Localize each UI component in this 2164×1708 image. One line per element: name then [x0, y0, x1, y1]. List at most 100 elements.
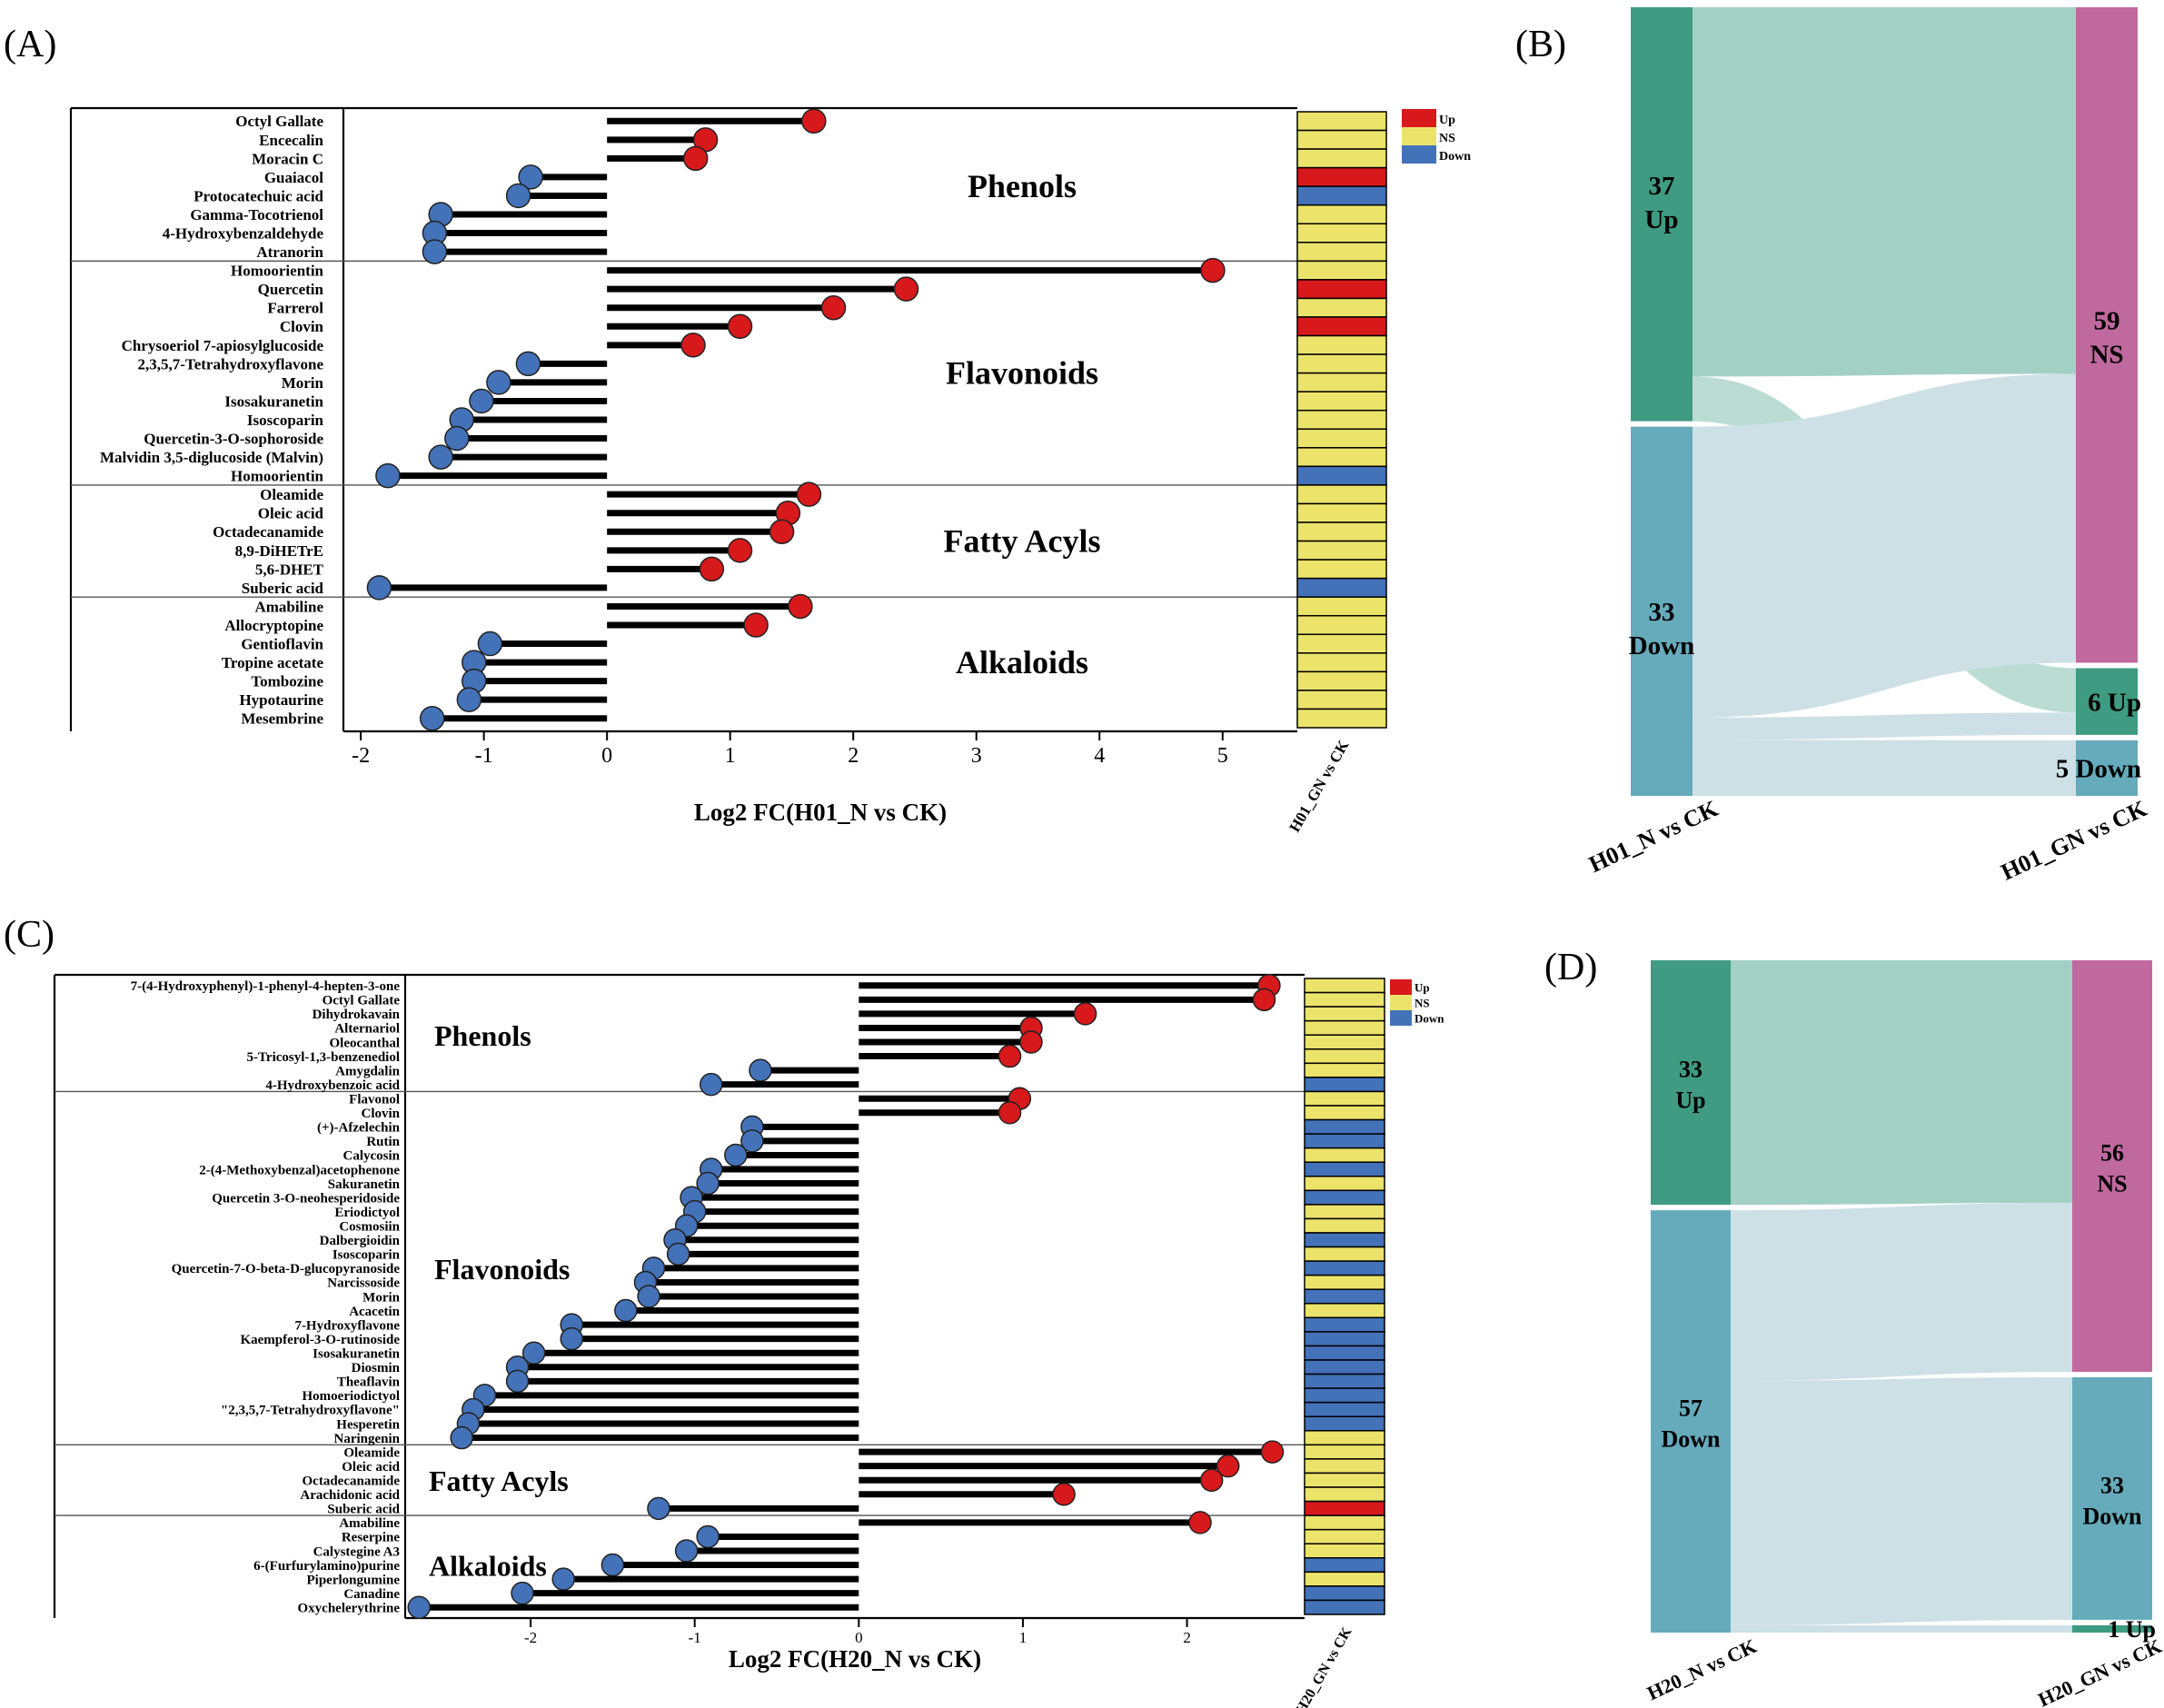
- sankey-node-right: [2072, 960, 2152, 1372]
- lollipop-point: [518, 164, 543, 190]
- legend-label-up: Up: [1439, 114, 1455, 127]
- panel-d-label: (D): [1544, 947, 1597, 988]
- sankey-node-value: 59: [2094, 307, 2120, 336]
- sankey-node-name: NS: [2097, 1170, 2127, 1197]
- lollipop-point: [637, 1285, 660, 1308]
- heatmap-cell: [1304, 1543, 1385, 1559]
- heatmap-cell: [1296, 465, 1387, 486]
- lollipop-point: [1252, 988, 1276, 1012]
- sankey-node-name: Up: [1644, 205, 1678, 234]
- metabolite-label: Naringenin: [333, 1432, 400, 1446]
- metabolite-label: Oleic acid: [342, 1460, 400, 1475]
- heatmap-cell: [1304, 1458, 1385, 1475]
- metabolite-label: Octadecanamide: [303, 1474, 401, 1488]
- sankey-link: [1731, 960, 2072, 1206]
- group-label: Alkaloids: [429, 1550, 547, 1583]
- lollipop-point: [769, 519, 795, 545]
- metabolite-label: Piperlongumine: [306, 1573, 400, 1587]
- metabolite-label: Isoscoparin: [333, 1248, 401, 1263]
- metabolite-label: Suberic acid: [242, 580, 324, 597]
- lollipop-point: [680, 333, 706, 358]
- lollipop-point: [696, 1524, 720, 1549]
- heatmap-cell: [1304, 1133, 1385, 1149]
- heatmap-cell: [1304, 1048, 1385, 1065]
- metabolite-label: Eriodictyol: [334, 1206, 400, 1220]
- heatmap-cell: [1304, 1019, 1385, 1036]
- lollipop-point: [1188, 1511, 1212, 1534]
- lollipop-point: [1216, 1454, 1240, 1478]
- sankey-node-value: 37: [1649, 172, 1675, 201]
- heatmap-cell: [1304, 991, 1385, 1008]
- metabolite-label: 2,3,5,7-Tetrahydroxyflavone: [138, 355, 324, 372]
- heatmap-cell: [1304, 1217, 1385, 1234]
- metabolite-label: Oleamide: [260, 486, 323, 503]
- metabolite-label: Quercetin: [258, 281, 324, 298]
- x-tick-label: 2: [1183, 1629, 1191, 1646]
- legend-swatch-down: [1390, 1010, 1412, 1026]
- lollipop-point: [1200, 257, 1226, 283]
- metabolite-label: Suberic acid: [327, 1503, 400, 1517]
- heatmap-cell: [1296, 614, 1387, 636]
- metabolite-label: Amabiline: [254, 598, 323, 615]
- metabolite-label: Morin: [282, 374, 324, 392]
- heatmap-cell: [1296, 708, 1387, 729]
- lollipop-point: [666, 1242, 690, 1266]
- metabolite-label: Tropine acetate: [222, 654, 324, 671]
- metabolite-label: Chrysoeriol 7-apiosylglucoside: [122, 337, 324, 354]
- metabolite-label: Malvidin 3,5-diglucoside (Malvin): [100, 449, 323, 466]
- heatmap-cell: [1304, 1077, 1385, 1093]
- group-label: Phenols: [968, 168, 1077, 204]
- legend-label-ns: NS: [1439, 132, 1455, 145]
- group-label: Fatty Acyls: [429, 1465, 569, 1497]
- heatmap-cell: [1304, 1401, 1385, 1417]
- lollipop-point: [560, 1326, 583, 1351]
- heatmap-cell: [1304, 1585, 1385, 1602]
- legend-swatch-ns: [1390, 995, 1412, 1010]
- heatmap-cell: [1296, 242, 1387, 263]
- lollipop-point: [366, 575, 392, 601]
- heatmap-cell: [1304, 1062, 1385, 1078]
- x-tick-label: -1: [689, 1629, 701, 1646]
- heatmap-cell: [1304, 1204, 1385, 1220]
- heatmap-cell: [1304, 1430, 1385, 1446]
- heatmap-column-label: H20_GN vs CK: [1293, 1624, 1355, 1708]
- heatmap-cell: [1296, 185, 1387, 206]
- legend-label-up: Up: [1415, 981, 1430, 995]
- panel-c-label: (C): [4, 914, 55, 956]
- metabolite-label: Sakuranetin: [328, 1177, 401, 1192]
- heatmap-cell: [1304, 1147, 1385, 1163]
- heatmap-cell: [1304, 978, 1385, 994]
- metabolite-label: Cosmosiin: [339, 1219, 400, 1234]
- sankey-right-axis-label: H20_GN vs CK: [2035, 1634, 2164, 1708]
- heatmap-cell: [1304, 1359, 1385, 1375]
- metabolite-label: Clovin: [280, 318, 324, 335]
- metabolite-label: Rutin: [366, 1135, 400, 1149]
- legend-swatch-up: [1390, 979, 1412, 995]
- lollipop-point: [893, 276, 919, 302]
- lollipop-point: [407, 1595, 431, 1619]
- metabolite-label: Theaflavin: [337, 1375, 401, 1390]
- metabolite-label: Homoorientin: [231, 263, 324, 280]
- heatmap-cell: [1296, 223, 1387, 243]
- metabolite-label: Homoorientin: [231, 468, 324, 485]
- panel-a-label: (A): [4, 24, 56, 65]
- sankey-link: [1731, 1376, 2072, 1625]
- heatmap-cell: [1296, 316, 1387, 337]
- metabolite-label: Calycosin: [342, 1149, 400, 1164]
- sankey-node-right: [2072, 1624, 2152, 1633]
- heatmap-cell: [1296, 260, 1387, 281]
- legend-swatch-up: [1402, 109, 1436, 127]
- metabolite-label: 6-(Furfurylamino)purine: [253, 1559, 400, 1574]
- metabolite-label: Canadine: [343, 1587, 400, 1602]
- metabolite-label: Hesperetin: [336, 1417, 400, 1432]
- metabolite-label: Oleamide: [343, 1445, 400, 1460]
- heatmap-cell: [1296, 129, 1387, 150]
- lollipop-point: [428, 444, 453, 470]
- lollipop-point: [601, 1553, 625, 1577]
- metabolite-label: Dihydrokavain: [313, 1008, 401, 1022]
- sankey-node-name: Down: [2082, 1503, 2142, 1529]
- heatmap-cell: [1296, 391, 1387, 412]
- legend-swatch-ns: [1402, 127, 1436, 145]
- heatmap-cell: [1296, 521, 1387, 542]
- heatmap-cell: [1304, 1034, 1385, 1050]
